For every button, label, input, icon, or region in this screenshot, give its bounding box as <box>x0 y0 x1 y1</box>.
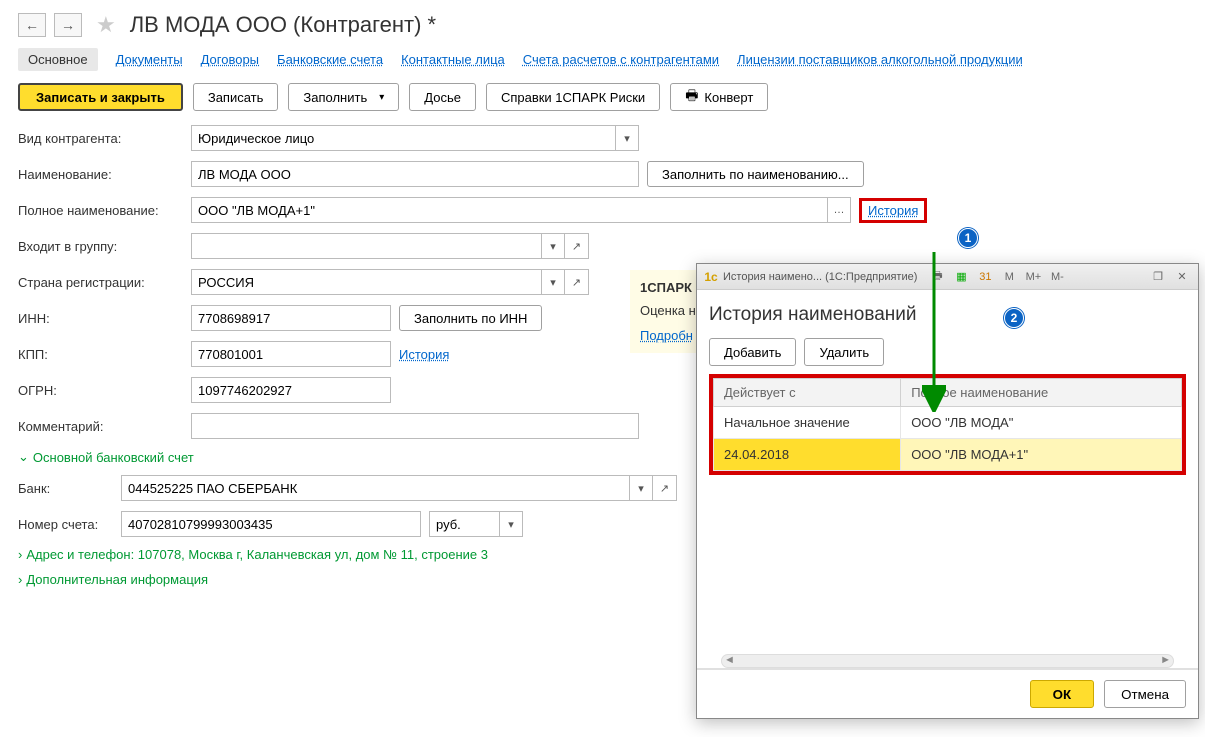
spark-more-link[interactable]: Подробн <box>640 328 693 343</box>
popup-delete-button[interactable]: Удалить <box>804 338 884 366</box>
full-name-ellipsis-button[interactable]: … <box>827 197 851 223</box>
history-row-name: ООО "ЛВ МОДА" <box>901 407 1182 439</box>
history-row[interactable]: Начальное значение ООО "ЛВ МОДА" <box>714 407 1182 439</box>
save-button[interactable]: Записать <box>193 83 279 111</box>
history-row[interactable]: 24.04.2018 ООО "ЛВ МОДА+1" <box>714 439 1182 471</box>
bank-open-button[interactable]: ↗ <box>653 475 677 501</box>
spark-rating-label: Оценка н <box>640 303 696 318</box>
group-label: Входит в группу: <box>18 239 183 254</box>
titlebar-calendar-icon[interactable]: 31 <box>975 268 995 286</box>
popup-cancel-button[interactable]: Отмена <box>1104 680 1186 708</box>
popup-ok-button[interactable]: ОК <box>1030 680 1095 708</box>
annotation-badge-1: 1 <box>958 228 978 248</box>
fill-by-name-button[interactable]: Заполнить по наименованию... <box>647 161 864 187</box>
tab-contacts[interactable]: Контактные лица <box>401 52 505 67</box>
titlebar-print-icon[interactable]: 🖶 <box>927 268 947 286</box>
titlebar-m-minus-button[interactable]: M- <box>1047 268 1067 286</box>
country-open-button[interactable]: ↗ <box>565 269 589 295</box>
bank-label: Банк: <box>18 481 113 496</box>
history-row-name: ООО "ЛВ МОДА+1" <box>901 439 1182 471</box>
dossier-button[interactable]: Досье <box>409 83 476 111</box>
bank-input[interactable] <box>121 475 629 501</box>
titlebar-m-button[interactable]: M <box>999 268 1019 286</box>
ogrn-label: ОГРН: <box>18 383 183 398</box>
extra-section-label: Дополнительная информация <box>26 572 208 587</box>
nav-back-button[interactable]: ← <box>18 13 46 37</box>
titlebar-close-button[interactable]: ✕ <box>1172 268 1192 286</box>
popup-heading: История наименований <box>709 304 1186 326</box>
kpp-input[interactable] <box>191 341 391 367</box>
bank-dropdown-button[interactable]: ▾ <box>629 475 653 501</box>
envelope-button-label: Конверт <box>704 90 753 105</box>
chevron-right-icon: › <box>18 547 22 562</box>
page-title: ЛВ МОДА ООО (Контрагент) * <box>130 12 436 38</box>
app-1c-icon: 1c <box>703 269 719 285</box>
ogrn-input[interactable] <box>191 377 391 403</box>
toolbar: Записать и закрыть Записать Заполнить До… <box>18 83 1187 111</box>
spark-side-panel: 1СПАРК Оценка н Подробн <box>630 270 706 353</box>
chevron-right-icon: › <box>18 572 22 587</box>
group-open-button[interactable]: ↗ <box>565 233 589 259</box>
fill-by-inn-button[interactable]: Заполнить по ИНН <box>399 305 542 331</box>
currency-input[interactable] <box>429 511 499 537</box>
account-input[interactable] <box>121 511 421 537</box>
bank-section-label: Основной банковский счет <box>33 450 194 465</box>
history-row-date: 24.04.2018 <box>714 439 901 471</box>
popup-horizontal-scrollbar[interactable] <box>721 654 1174 668</box>
history-table-highlight: Действует с Полное наименование Начально… <box>709 374 1186 475</box>
history-row-date: Начальное значение <box>714 407 901 439</box>
group-input[interactable] <box>191 233 541 259</box>
inn-input[interactable] <box>191 305 391 331</box>
history-col-date[interactable]: Действует с <box>714 379 901 407</box>
popup-add-button[interactable]: Добавить <box>709 338 796 366</box>
print-icon: 🖶 <box>685 85 698 109</box>
tabs-row: Основное Документы Договоры Банковские с… <box>18 48 1187 71</box>
inn-label: ИНН: <box>18 311 183 326</box>
tab-contracts[interactable]: Договоры <box>201 52 259 67</box>
currency-dropdown-button[interactable]: ▾ <box>499 511 523 537</box>
spark-button[interactable]: Справки 1СПАРК Риски <box>486 83 660 111</box>
kpp-history-link[interactable]: История <box>399 347 449 362</box>
kpp-label: КПП: <box>18 347 183 362</box>
name-input[interactable] <box>191 161 639 187</box>
type-label: Вид контрагента: <box>18 131 183 146</box>
popup-titlebar-text: История наимено... (1С:Предприятие) <box>723 271 917 283</box>
history-col-name[interactable]: Полное наименование <box>901 379 1182 407</box>
full-name-history-link[interactable]: История <box>868 203 918 218</box>
tab-documents[interactable]: Документы <box>116 52 183 67</box>
save-and-close-button[interactable]: Записать и закрыть <box>18 83 183 111</box>
favorite-star-icon[interactable]: ★ <box>96 12 116 38</box>
annotation-badge-2: 2 <box>1004 308 1024 328</box>
history-popup: 1c История наимено... (1С:Предприятие) 🖶… <box>696 263 1199 719</box>
envelope-button[interactable]: 🖶 Конверт <box>670 83 768 111</box>
type-dropdown-button[interactable]: ▾ <box>615 125 639 151</box>
titlebar-restore-button[interactable]: ❐ <box>1148 268 1168 286</box>
comment-label: Комментарий: <box>18 419 183 434</box>
full-name-label: Полное наименование: <box>18 203 183 218</box>
tab-bank-accounts[interactable]: Банковские счета <box>277 52 383 67</box>
address-section-label: Адрес и телефон: 107078, Москва г, Калан… <box>26 547 488 562</box>
titlebar-m-plus-button[interactable]: M+ <box>1023 268 1043 286</box>
group-dropdown-button[interactable]: ▾ <box>541 233 565 259</box>
tab-main[interactable]: Основное <box>18 48 98 71</box>
nav-forward-button[interactable]: → <box>54 13 82 37</box>
type-input[interactable] <box>191 125 615 151</box>
tab-settlement-accounts[interactable]: Счета расчетов с контрагентами <box>523 52 719 67</box>
popup-titlebar: 1c История наимено... (1С:Предприятие) 🖶… <box>697 264 1198 290</box>
titlebar-table-icon[interactable]: ▦ <box>951 268 971 286</box>
history-table: Действует с Полное наименование Начально… <box>713 378 1182 471</box>
fill-button[interactable]: Заполнить <box>288 83 399 111</box>
name-label: Наименование: <box>18 167 183 182</box>
country-dropdown-button[interactable]: ▾ <box>541 269 565 295</box>
comment-input[interactable] <box>191 413 639 439</box>
country-input[interactable] <box>191 269 541 295</box>
chevron-down-icon: ⌄ <box>18 449 29 465</box>
full-name-input[interactable] <box>191 197 827 223</box>
account-label: Номер счета: <box>18 517 113 532</box>
spark-title: 1СПАРК <box>640 280 696 295</box>
tab-licenses[interactable]: Лицензии поставщиков алкогольной продукц… <box>737 52 1023 67</box>
country-label: Страна регистрации: <box>18 275 183 290</box>
